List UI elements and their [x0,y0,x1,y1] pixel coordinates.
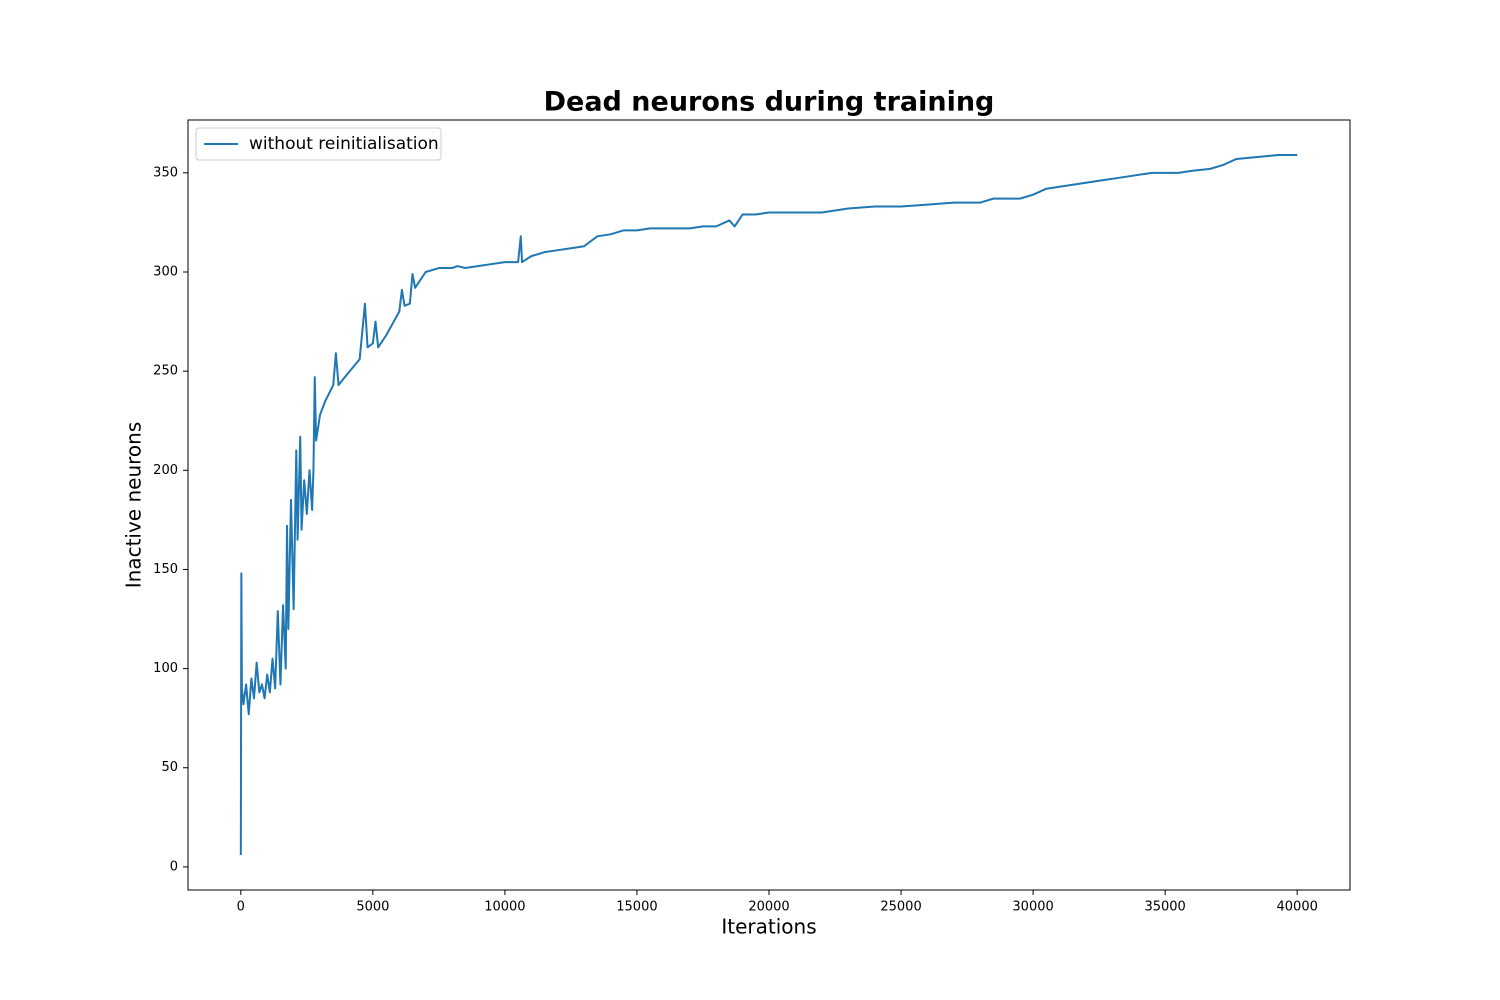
y-tick-label: 200 [153,463,178,478]
x-tick-label: 35000 [1144,900,1185,915]
y-tick-label: 250 [153,364,178,379]
x-tick-label: 10000 [484,900,525,915]
x-tick-label: 15000 [616,900,657,915]
y-tick-label: 300 [153,264,178,279]
y-tick-label: 100 [153,661,178,676]
chart-title: Dead neurons during training [544,87,995,118]
x-tick-label: 40000 [1277,900,1318,915]
y-tick-label: 0 [170,859,178,874]
x-tick-label: 30000 [1012,900,1053,915]
y-tick-label: 50 [161,760,178,775]
x-tick-label: 5000 [356,900,389,915]
plot-frame [187,119,1351,891]
x-axis-label: Iterations [721,915,816,939]
x-tick-label: 25000 [880,900,921,915]
legend-box [195,127,442,161]
x-tick-label: 20000 [748,900,789,915]
x-tick-label: 0 [237,900,245,915]
legend-label: without reinitialisation [249,134,439,154]
y-tick-label: 350 [153,165,178,180]
y-tick-label: 150 [153,562,178,577]
y-axis-label: Inactive neurons [122,422,146,589]
data-line [239,154,1298,856]
